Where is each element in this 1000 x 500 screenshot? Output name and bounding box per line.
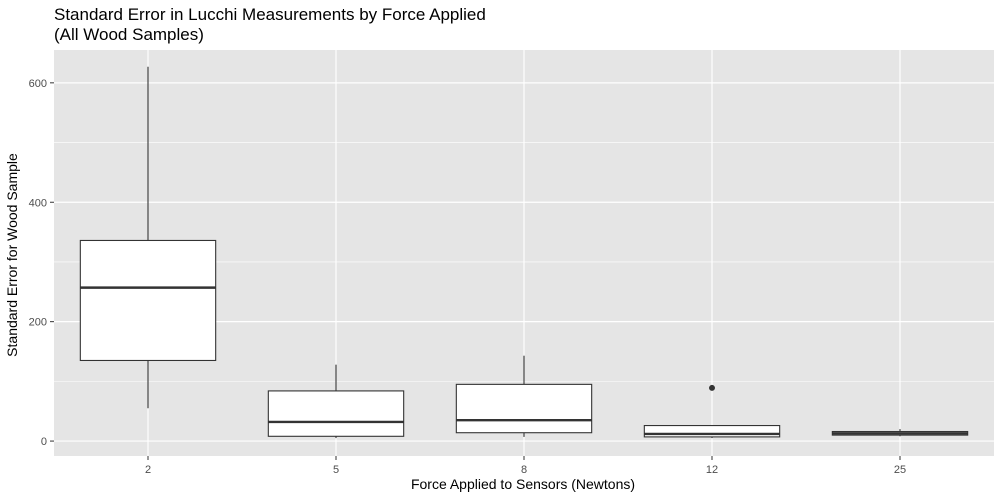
x-tick-label: 8 (521, 464, 527, 476)
y-axis: 0 200 400 600 (29, 78, 54, 448)
boxplot-8 (455, 355, 593, 437)
x-axis-title: Force Applied to Sensors (Newtons) (411, 476, 635, 492)
y-tick-label: 600 (29, 78, 47, 90)
x-tick-label: 12 (706, 464, 718, 476)
box (643, 424, 781, 438)
boxplots (79, 66, 969, 439)
y-tick-label: 200 (29, 317, 47, 329)
chart-subtitle: (All Wood Samples) (54, 25, 204, 44)
boxplot-25 (831, 429, 969, 437)
outlier-point (709, 384, 715, 391)
box (455, 383, 593, 434)
boxplot-12 (643, 384, 781, 439)
boxplot-5 (267, 364, 405, 439)
box (267, 390, 405, 437)
x-tick-label: 5 (333, 464, 339, 476)
x-axis: 2 5 8 12 25 (145, 456, 906, 476)
chart-title: Standard Error in Lucchi Measurements by… (54, 5, 486, 24)
y-tick-label: 0 (41, 436, 47, 448)
x-tick-label: 2 (145, 464, 151, 476)
y-axis-title: Standard Error for Wood Sample (4, 153, 20, 357)
y-tick-label: 400 (29, 197, 47, 209)
x-tick-label: 25 (894, 464, 906, 476)
boxplot-2 (79, 66, 217, 409)
box (79, 239, 217, 362)
